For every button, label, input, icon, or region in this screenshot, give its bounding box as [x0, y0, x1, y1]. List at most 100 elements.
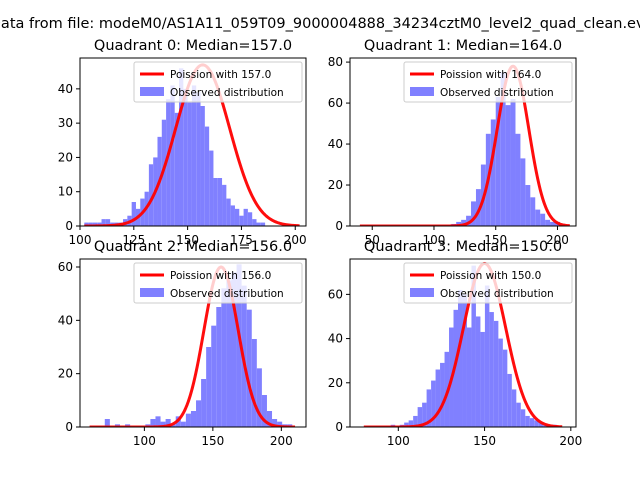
- x-tick-label: 100: [423, 233, 446, 247]
- histogram-bar: [92, 222, 98, 226]
- histogram-bar: [226, 198, 231, 226]
- histogram-bar: [217, 178, 223, 226]
- histogram-bar: [206, 347, 212, 427]
- y-tick-label: 0: [335, 420, 343, 434]
- histogram-bar: [88, 222, 93, 226]
- histogram-bar: [190, 411, 197, 427]
- histogram-bar: [230, 205, 235, 226]
- histogram-bar: [266, 411, 273, 427]
- legend-hist-swatch: [140, 87, 164, 96]
- histogram-bar: [520, 409, 526, 427]
- legend-hist-label: Observed distribution: [440, 87, 554, 99]
- histogram-bar: [505, 105, 511, 226]
- histogram-bar: [538, 422, 544, 427]
- histogram-bar: [529, 418, 535, 427]
- histogram-bar: [166, 99, 171, 226]
- y-tick-label: 20: [58, 367, 73, 381]
- y-tick-label: 0: [65, 420, 73, 434]
- plot-area: [363, 261, 563, 427]
- histogram-bar: [261, 395, 267, 427]
- x-tick-label: 150: [484, 233, 507, 247]
- y-tick-label: 60: [328, 96, 343, 110]
- axes-frame: [349, 258, 577, 428]
- histogram-bar: [408, 420, 414, 427]
- y-tick-label: 0: [65, 219, 73, 233]
- histogram-bar: [105, 219, 111, 226]
- x-tick-label: 125: [122, 233, 145, 247]
- histogram-bar: [165, 419, 171, 427]
- legend-hist-swatch: [410, 87, 434, 96]
- histogram-bar: [515, 133, 521, 226]
- histogram-bar: [466, 215, 472, 226]
- poisson-curve: [359, 64, 571, 226]
- x-tick-label: 150: [473, 434, 496, 448]
- histogram-bar: [191, 85, 197, 226]
- histogram-bar: [471, 201, 476, 226]
- x-tick-label: 200: [284, 233, 307, 247]
- histogram-bar: [440, 362, 445, 427]
- histogram-bar: [155, 416, 161, 427]
- histogram-bar: [413, 415, 418, 427]
- histogram-bar: [525, 415, 530, 427]
- histogram-bar: [489, 312, 494, 427]
- histogram-bar: [213, 178, 218, 226]
- legend-line-label: Poission with 156.0: [170, 270, 271, 282]
- histogram-bar: [226, 280, 232, 427]
- histogram-bar: [530, 197, 536, 226]
- histogram-bar: [516, 402, 521, 427]
- x-tick-label: 200: [559, 434, 582, 448]
- histogram-bar: [196, 92, 201, 226]
- x-tick-label: 100: [133, 434, 156, 448]
- x-tick-label: 175: [230, 233, 253, 247]
- histogram-bar: [101, 219, 106, 226]
- histogram-bar: [200, 106, 205, 226]
- histogram-bar: [417, 407, 423, 427]
- histogram-bar: [510, 98, 516, 226]
- histogram-bar: [209, 150, 214, 226]
- histogram-bar: [534, 420, 539, 427]
- y-tick-label: 20: [328, 178, 343, 192]
- plot-area: [359, 64, 571, 226]
- histogram-bar: [222, 184, 227, 226]
- histogram-bar: [277, 421, 283, 427]
- histogram-bar: [498, 338, 503, 427]
- histogram-bar: [150, 419, 156, 427]
- figure-suptitle: Data from file: modeM0/AS1A11_059T09_900…: [0, 16, 640, 32]
- subplot-quadrant-1: 50 100 150 200 0 20 40 60 80 Quadrant 1: Median=1…: [328, 38, 577, 247]
- histogram-bar: [520, 158, 526, 226]
- legend-line-label: Poission with 150.0: [440, 270, 541, 282]
- histogram-bar: [475, 316, 481, 427]
- histogram-bar: [545, 219, 551, 226]
- legend-box: [403, 262, 573, 304]
- histogram-bar: [239, 215, 244, 226]
- histogram-bar: [180, 421, 186, 427]
- histogram-bar: [404, 422, 409, 427]
- axes-frame: [79, 57, 307, 227]
- legend-box: [403, 61, 573, 103]
- legend-hist-label: Observed distribution: [440, 288, 554, 300]
- histogram-bar: [236, 264, 242, 427]
- histogram-bar: [179, 68, 184, 226]
- histogram-bar: [272, 419, 278, 427]
- histogram-bar: [535, 209, 541, 226]
- x-tick-label: 50: [365, 233, 380, 247]
- histogram-bar: [490, 119, 496, 226]
- histogram-bar: [525, 185, 531, 226]
- y-tick-label: 40: [328, 137, 343, 151]
- y-tick-label: 40: [328, 332, 343, 346]
- histogram-bar: [196, 400, 202, 427]
- poisson-curve: [88, 265, 296, 427]
- x-tick-label: 200: [546, 233, 569, 247]
- histogram-bar: [431, 380, 436, 427]
- histogram-bar: [507, 373, 512, 427]
- histogram-bar: [471, 265, 476, 427]
- subplot-quadrant-2: 100 150 200 0 20 40 60 Quadrant 2: Median=156.0…: [58, 239, 307, 448]
- y-tick-label: 20: [328, 376, 343, 390]
- histogram-bar: [234, 208, 240, 226]
- legend-hist-label: Observed distribution: [170, 288, 284, 300]
- histogram-bar: [160, 421, 166, 427]
- histogram-bar: [456, 221, 462, 226]
- histogram-bar: [480, 331, 485, 427]
- y-tick-label: 40: [58, 82, 73, 96]
- y-tick-label: 30: [58, 116, 73, 130]
